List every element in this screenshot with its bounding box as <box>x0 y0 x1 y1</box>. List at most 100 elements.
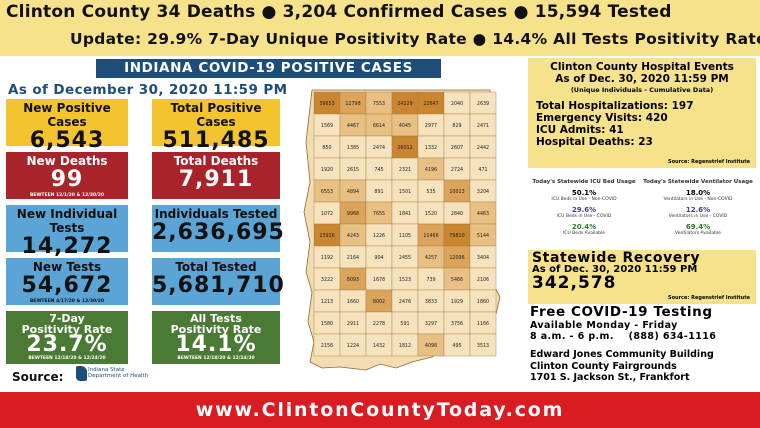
hospital-title: Clinton County Hospital Events <box>550 61 734 73</box>
county-case-count: 22647 <box>423 101 438 107</box>
stat-value: 511,485 <box>162 128 270 153</box>
testing-title: Free COVID-19 Testing <box>530 304 713 320</box>
county-case-count: 2474 <box>373 145 385 151</box>
recovery-title: Statewide Recovery <box>532 250 701 266</box>
county-case-count: 535 <box>426 189 435 195</box>
county-case-count: 3297 <box>425 321 437 327</box>
icu-pct: 20.4% <box>571 223 597 231</box>
county-case-count: 2278 <box>373 321 385 327</box>
free-testing-panel: Free COVID-19 Testing Available Monday -… <box>530 304 758 384</box>
county-case-count: 1860 <box>477 299 489 305</box>
county-case-count: 2476 <box>399 299 411 305</box>
hospital-as-of: As of Dec. 30, 2020 11:59 PM <box>555 73 729 85</box>
icu-bed-usage: Today's Statewide ICU Bed Usage 50.1% IC… <box>528 172 640 236</box>
stat-title: New Individual Tests <box>16 207 118 235</box>
stat-new-positive-cases: New Positive Cases 6,543 BEWTEEN 12/23/2… <box>6 99 128 159</box>
vent-label: Ventilators Available <box>675 231 721 236</box>
icu-label: ICU Beds in Use - COVID <box>556 214 612 219</box>
vent-pct: 69.4% <box>685 223 711 231</box>
recovery-as-of: As of Dec. 30, 2020 11:59 PM <box>532 264 698 275</box>
stat-title: New Tests <box>32 260 102 274</box>
stat-subtitle: BEWTEEN 12/18/20 & 12/24/20 <box>177 356 255 361</box>
footer-banner: www.ClintonCountyToday.com <box>0 392 760 428</box>
statewide-usage-panel: Today's Statewide ICU Bed Usage 50.1% IC… <box>528 172 756 248</box>
indiana-county-map: 39653 12798 7553 24229 22647 2040 2639 1569 4467… <box>303 89 501 371</box>
statewide-recovery-panel: Statewide Recovery As of Dec. 30, 2020 1… <box>528 250 756 304</box>
county-case-count: 79810 <box>449 233 464 239</box>
county-case-count: 24229 <box>397 101 412 107</box>
top-banner: Clinton County 34 Deaths ● 3,204 Confirm… <box>0 0 760 56</box>
stat-value: 6,543 <box>29 128 105 153</box>
county-case-count: 4894 <box>347 189 359 195</box>
stat-value: 2,636,695 <box>152 220 285 245</box>
county-case-count: 1432 <box>373 343 385 349</box>
county-case-count: 2106 <box>477 277 489 283</box>
stat-title: New Deaths <box>26 154 108 168</box>
county-case-count: 6614 <box>373 123 385 129</box>
hospital-stat-line: Total Hospitalizations: 197 <box>536 100 694 112</box>
county-case-count: 1385 <box>347 145 359 151</box>
county-cell <box>469 333 497 357</box>
stat-value: 7,911 <box>178 167 254 192</box>
stat-total-tested: Total Tested 5,681,710 <box>152 258 285 305</box>
county-case-count: 39653 <box>319 101 334 107</box>
county-case-count: 2639 <box>477 101 489 107</box>
county-case-count: 3756 <box>451 321 463 327</box>
icu-label: ICU Beds in Use - Non-COVID <box>551 197 617 202</box>
source-label: Source: <box>12 370 64 384</box>
county-case-count: 9968 <box>347 211 359 217</box>
stat-new-individual-tests: New Individual Tests 14,272 BEWTEEN 12/2… <box>6 205 128 265</box>
location-line: Clinton County Fairgrounds <box>530 360 677 372</box>
hospital-stats: Total Hospitalizations: 197 Emergency Vi… <box>536 100 756 148</box>
stat-all-tests-positivity-rate: All Tests Positivity Rate 14.1% BEWTEEN … <box>152 311 280 364</box>
county-case-count: 3404 <box>477 255 489 261</box>
icu-title: Today's Statewide ICU Bed Usage <box>532 179 636 185</box>
hospital-source: Source: Regenstrief Institute <box>667 159 750 165</box>
county-case-count: 2911 <box>347 321 359 327</box>
county-case-count: 1226 <box>373 233 385 239</box>
county-case-count: 1841 <box>399 211 411 217</box>
county-case-count: 1332 <box>425 145 437 151</box>
county-case-count: 891 <box>374 189 383 195</box>
vent-title: Today's Statewide Ventilator Usage <box>643 179 753 185</box>
location-line: Edward Jones Community Building <box>530 349 714 360</box>
footer-url-link[interactable]: www.ClintonCountyToday.com <box>195 399 565 421</box>
hospital-stat-line: ICU Admits: 41 <box>536 124 624 136</box>
stat-title: Individuals Tested <box>154 207 278 221</box>
county-case-count: 1105 <box>399 233 411 239</box>
isdh-logo-text: Indiana State Department of Health <box>88 367 149 379</box>
stat-value: 5,681,710 <box>152 273 285 298</box>
county-case-count: 4098 <box>425 343 437 349</box>
county-case-count: 1920 <box>321 167 333 173</box>
testing-hours: 8 a.m. - 6 p.m. (888) 634-1116 <box>530 331 717 342</box>
indiana-state-icon <box>76 366 87 381</box>
county-case-count: 3833 <box>425 299 437 305</box>
hospital-stat-line: Emergency Visits: 420 <box>536 112 668 124</box>
county-case-count: 1192 <box>321 255 333 261</box>
county-case-count: 6553 <box>321 189 333 195</box>
stat-title: Total Positive Cases <box>170 101 262 129</box>
county-case-count: 3222 <box>321 277 333 283</box>
county-case-count: 1678 <box>373 277 385 283</box>
county-case-count: 12798 <box>345 101 360 107</box>
stat-value: 14,272 <box>21 234 113 259</box>
stat-subtitle: BEWTEEN 12/18/20 & 12/24/20 <box>28 356 106 361</box>
county-case-count: 4045 <box>399 123 411 129</box>
county-case-count: 4467 <box>347 123 359 129</box>
county-case-count: 471 <box>478 167 487 173</box>
stat-value: 23.7% <box>26 332 108 357</box>
county-case-count: 1812 <box>399 343 411 349</box>
vent-pct: 12.6% <box>685 206 711 214</box>
county-case-count: 1580 <box>321 321 333 327</box>
county-case-count: 1660 <box>347 299 359 305</box>
county-case-count: 1166 <box>477 321 489 327</box>
stat-total-deaths: Total Deaths 7,911 <box>152 152 280 199</box>
stat-title: Total Tested <box>175 260 257 274</box>
stat-subtitle: BEWTEEN 12/1/20 & 12/30/20 <box>29 193 105 198</box>
testing-days: Available Monday - Friday <box>530 320 678 331</box>
stat-title: Total Deaths <box>173 154 259 168</box>
county-case-count: 591 <box>400 321 409 327</box>
county-case-count: 1569 <box>321 123 333 129</box>
county-case-count: 7655 <box>373 211 385 217</box>
county-case-count: 850 <box>322 145 331 151</box>
